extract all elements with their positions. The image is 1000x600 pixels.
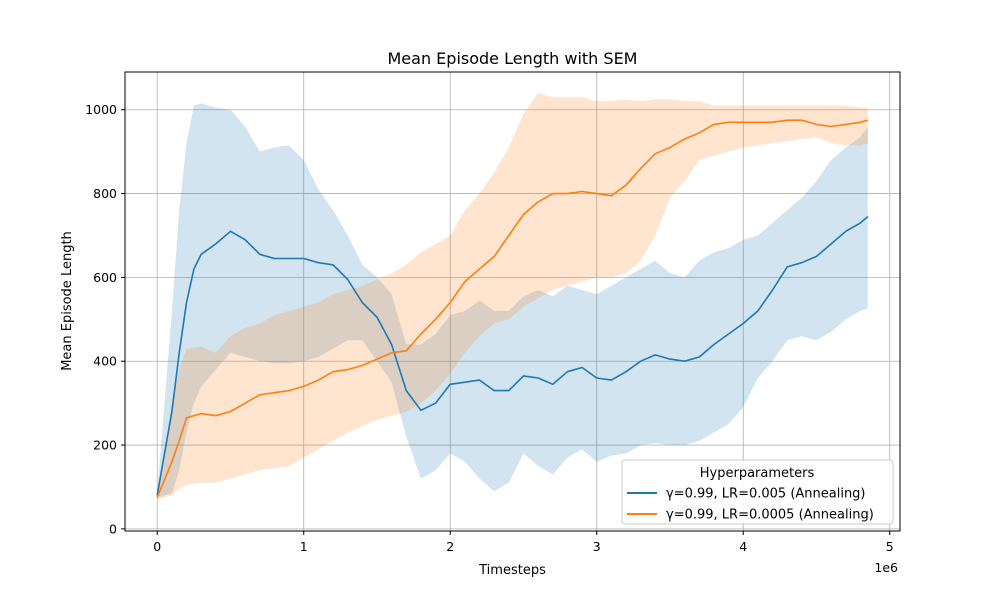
- legend-title: Hyperparameters: [700, 466, 815, 481]
- mean-line-series-0: [156, 215, 869, 496]
- x-tick-label: 3: [593, 539, 601, 554]
- y-tick-label: 800: [93, 186, 117, 201]
- sem-bands: [157, 93, 868, 500]
- y-axis-ticks: 0 200 400 600 800 1000: [85, 102, 125, 536]
- mean-line-series-1: [156, 119, 869, 498]
- legend-label-lr-0005: γ=0.99, LR=0.005 (Annealing): [666, 487, 866, 502]
- x-tick-label: 5: [886, 539, 894, 554]
- x-axis-offset-label: 1e6: [874, 560, 898, 575]
- legend-label-lr-00005: γ=0.99, LR=0.0005 (Annealing): [666, 508, 874, 523]
- y-tick-label: 200: [93, 438, 117, 453]
- series-lines: [156, 119, 869, 498]
- x-axis-label: Timesteps: [478, 563, 546, 578]
- x-tick-label: 1: [300, 539, 308, 554]
- x-tick-label: 0: [153, 539, 161, 554]
- legend: Hyperparameters γ=0.99, LR=0.005 (Anneal…: [621, 459, 894, 525]
- sem-band-series-1: [157, 93, 868, 500]
- plot-frame: [124, 71, 901, 532]
- y-tick-label: 0: [109, 521, 117, 536]
- y-axis-label: Mean Episode Length: [60, 231, 75, 371]
- legend-box: [621, 459, 894, 525]
- sem-band-series-0: [157, 103, 868, 498]
- y-tick-label: 400: [93, 354, 117, 369]
- y-tick-label: 1000: [85, 102, 117, 117]
- x-tick-label: 4: [739, 539, 747, 554]
- x-axis-ticks: 0 1 2 3 4 5: [153, 531, 894, 554]
- chart-title: Mean Episode Length with SEM: [388, 49, 638, 68]
- x-tick-label: 2: [446, 539, 454, 554]
- y-tick-label: 600: [93, 270, 117, 285]
